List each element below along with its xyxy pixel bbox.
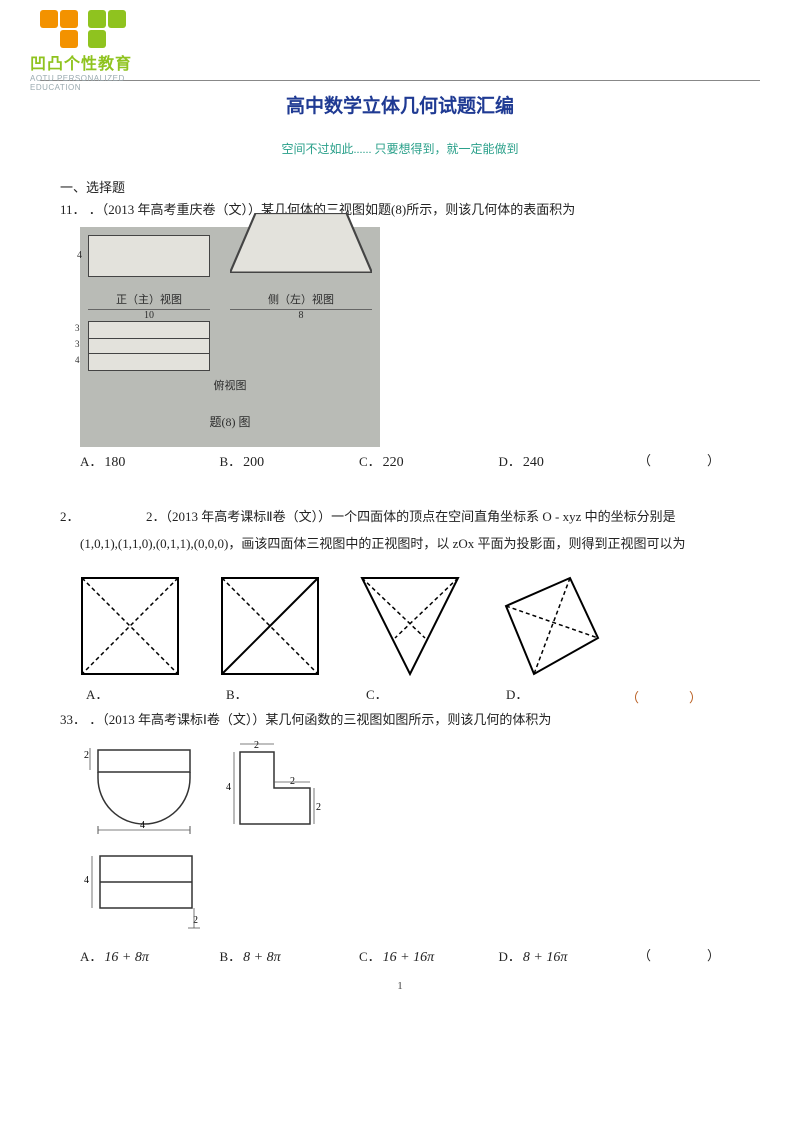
side-view: 8 侧（左）视图 [230, 213, 372, 307]
front-dim-h: 4 [77, 236, 82, 276]
q2-label-c: C． [360, 684, 460, 703]
logo-blocks [40, 10, 170, 48]
top-dim-2: 3 [75, 336, 80, 352]
question-2: 2． 2．（2013 年高考课标Ⅱ卷（文））一个四面体的顶点在空间直角坐标系 O… [60, 507, 740, 528]
q11-number: 11． [60, 202, 86, 217]
top-dim-1: 3 [75, 320, 80, 336]
q33-option-a: 16 + 8π [102, 950, 148, 965]
top-view-label: 俯视图 [88, 377, 372, 393]
q11-figure: 4 10 正（主）视图 8 侧（左）视图 3 3 [80, 227, 380, 447]
page-subtitle: 空间不过如此...... 只要想得到，就一定能做到 [60, 140, 740, 157]
page-title: 高中数学立体几何试题汇编 [60, 91, 740, 118]
q33-text: ．（2013 年高考课标Ⅰ卷（文））某几何函数的三视图如图所示，则该几何的体积为 [89, 712, 551, 727]
q2-answer-paren: （ ） [626, 690, 710, 705]
front-view-label: 正（主）视图 [88, 291, 210, 307]
q2-lead: 2．（2013 年高考课标Ⅱ卷（文））一个四面体的顶点在空间直角坐标系 O - … [146, 509, 676, 524]
svg-text:4: 4 [140, 820, 145, 831]
side-view-label: 侧（左）视图 [230, 291, 372, 307]
svg-text:2: 2 [316, 802, 321, 813]
front-dim-w: 10 [88, 309, 210, 321]
brand-logo: 凹凸个性教育 AOTU PERSONALIZED EDUCATION [30, 10, 170, 92]
q33-option-d: 8 + 16π [521, 950, 567, 965]
q11-figure-caption: 题(8) 图 [88, 413, 372, 430]
svg-text:2: 2 [254, 740, 259, 751]
q2-fig-c: C． [360, 576, 460, 703]
front-view: 4 10 正（主）视图 [88, 235, 210, 307]
page-number: 1 [60, 980, 740, 992]
q33-view-front: 2 4 [80, 740, 200, 835]
section-heading: 一、选择题 [60, 177, 740, 196]
q33-option-c: 16 + 16π [381, 950, 434, 965]
q2-label-b: B． [220, 684, 320, 703]
q33-figure: 2 4 2 4 2 2 [80, 740, 340, 938]
q33-answer-paren: （ ） [638, 946, 730, 967]
q11-option-b: 200 [241, 455, 264, 470]
svg-text:2: 2 [84, 750, 89, 761]
svg-text:4: 4 [84, 875, 89, 886]
q33-options: A．16 + 8π B．8 + 8π C．16 + 16π D．8 + 16π [80, 946, 638, 966]
q11-answer-paren: （ ） [638, 451, 730, 472]
q2-fig-d: D． [500, 576, 600, 703]
svg-text:2: 2 [290, 776, 295, 787]
top-view: 3 3 4 俯视图 [88, 321, 372, 393]
svg-text:4: 4 [226, 782, 231, 793]
logo-text-en: AOTU PERSONALIZED EDUCATION [30, 74, 170, 92]
q2-label-d: D． [500, 684, 600, 703]
q33-view-top: 4 2 [80, 848, 200, 938]
q2-number: 2． [60, 509, 80, 524]
logo-text-cn: 凹凸个性教育 [30, 50, 170, 74]
q11-options: A．180 B．200 C．220 D．240 [80, 451, 638, 471]
q2-fig-a: A． [80, 576, 180, 703]
question-33: 33． ．（2013 年高考课标Ⅰ卷（文））某几何函数的三视图如图所示，则该几何… [60, 710, 740, 731]
q11-option-a: 180 [102, 455, 125, 470]
q33-option-b: 8 + 8π [241, 950, 280, 965]
q2-label-a: A． [80, 684, 180, 703]
q11-option-c: 220 [381, 455, 404, 470]
q11-option-d: 240 [521, 455, 544, 470]
question-11: 11． ．（2013 年高考重庆卷（文））某几何体的三视图如题(8)所示，则该几… [60, 200, 740, 221]
q2-fig-b: B． [220, 576, 320, 703]
q2-option-figures: A． B． C． D． [80, 576, 740, 703]
q2-body: (1,0,1),(1,1,0),(0,1,1),(0,0,0)，画该四面体三视图… [80, 532, 740, 556]
side-dim-w: 8 [230, 309, 372, 321]
q33-view-side: 2 4 2 2 [220, 740, 330, 840]
q33-number: 33． [60, 712, 86, 727]
top-dim-3: 4 [75, 352, 80, 368]
